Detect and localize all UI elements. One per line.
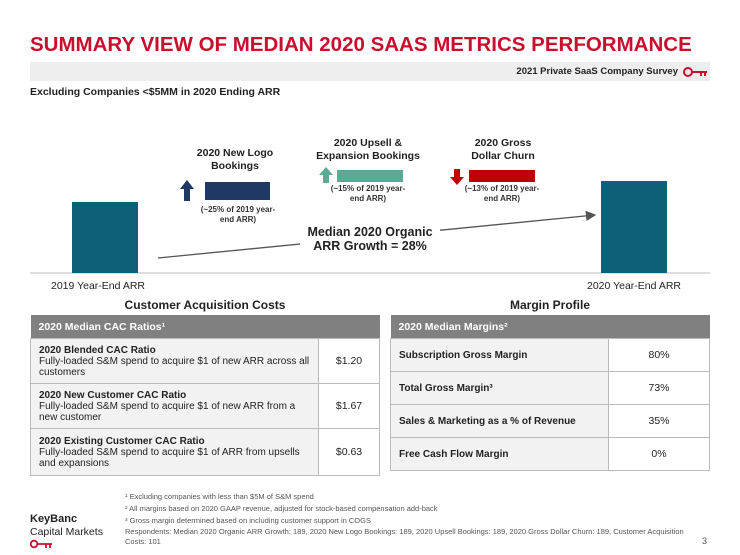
segment-bar bbox=[337, 170, 403, 182]
end-label: 2020 Year-End ARR bbox=[587, 280, 681, 292]
growth-label: Median 2020 Organic ARR Growth = 28% bbox=[300, 225, 440, 253]
table-header: 2020 Median Margins² bbox=[390, 315, 710, 339]
row-label: 2020 Blended CAC Ratio Fully-loaded S&M s… bbox=[30, 338, 319, 384]
row-label: 2020 Existing Customer CAC Ratio Fully-lo… bbox=[30, 428, 319, 476]
start-label: 2019 Year-End ARR bbox=[51, 280, 145, 292]
survey: 2021 Private SaaS Company Survey bbox=[516, 66, 678, 77]
end-bar bbox=[601, 181, 667, 273]
row-value: 0% bbox=[608, 437, 710, 471]
row-title: 2020 Blended CAC Ratio bbox=[39, 344, 156, 356]
start-bar bbox=[72, 202, 138, 273]
section-heading: Margin Profile bbox=[509, 298, 590, 312]
band bbox=[30, 62, 710, 81]
row-value: 35% bbox=[608, 404, 710, 438]
segment-title: 2020 New Logo Bookings bbox=[196, 147, 274, 172]
row-label: Free Cash Flow Margin bbox=[390, 437, 609, 471]
row-value: $1.67 bbox=[318, 383, 380, 429]
segment-note: (~25% of 2019 year-end ARR) bbox=[200, 205, 276, 224]
subtitle: Excluding Companies <$5MM in 2020 Ending… bbox=[30, 86, 281, 98]
row-label: Subscription Gross Margin bbox=[390, 338, 609, 372]
row-value: 80% bbox=[608, 338, 710, 372]
segment-bar bbox=[205, 182, 270, 200]
row-value: $1.20 bbox=[318, 338, 380, 384]
row-value: 73% bbox=[608, 371, 710, 405]
segment-title: 2020 Upsell & Expansion Bookings bbox=[316, 137, 420, 162]
row-desc: Fully-loaded S&M spend to acquire $1 of … bbox=[39, 400, 296, 423]
row-label: Total Gross Margin³ bbox=[390, 371, 609, 405]
row-label: 2020 New Customer CAC Ratio Fully-loaded … bbox=[30, 383, 319, 429]
row-value: $0.63 bbox=[318, 428, 380, 476]
arrow-up bbox=[319, 167, 333, 183]
margin-table: 2020 Median Margins² Subscription Gross … bbox=[390, 315, 710, 471]
logo-line: Capital Markets bbox=[30, 526, 103, 538]
row-label: Sales & Marketing as a % of Revenue bbox=[390, 404, 609, 438]
segment-note: (~15% of 2019 year-end ARR) bbox=[330, 184, 406, 203]
bridge-chart bbox=[30, 167, 710, 274]
row-desc: Fully-loaded S&M spend to acquire $1 of … bbox=[39, 446, 300, 469]
footnote: Respondents: Median 2020 Organic ARR Gro… bbox=[125, 527, 684, 546]
page-number: 3 bbox=[702, 536, 708, 546]
arrow-down bbox=[450, 169, 464, 185]
arrow-up bbox=[180, 180, 194, 201]
segment-title: 2020 Gross Dollar Churn bbox=[471, 137, 535, 162]
row-title: 2020 Existing Customer CAC Ratio bbox=[39, 435, 205, 447]
footnote: ¹ Excluding companies with less than $5M… bbox=[125, 492, 314, 501]
footnote: ² All margins based on 2020 GAAP revenue… bbox=[125, 504, 438, 513]
row-desc: Fully-loaded S&M spend to acquire $1 of … bbox=[39, 355, 310, 378]
segment-bar bbox=[469, 170, 535, 182]
table-header: 2020 Median CAC Ratios¹ bbox=[30, 315, 380, 339]
key-icon bbox=[683, 67, 707, 77]
footnotes: ¹ Excluding companies with less than $5M… bbox=[125, 491, 705, 547]
logo-key bbox=[30, 539, 52, 549]
row-title: 2020 New Customer CAC Ratio bbox=[39, 389, 187, 401]
footnote: ³ Gross margin determined based on inclu… bbox=[125, 516, 371, 525]
segment-note: (~13% of 2019 year-end ARR) bbox=[464, 184, 540, 203]
section-heading: Customer Acquisition Costs bbox=[124, 298, 286, 312]
title: SUMMARY VIEW OF MEDIAN 2020 SAAS METRICS… bbox=[30, 33, 692, 56]
cac-table: 2020 Median CAC Ratios¹ 2020 Blended CAC… bbox=[30, 315, 380, 476]
logo-line: KeyBanc bbox=[30, 513, 78, 525]
